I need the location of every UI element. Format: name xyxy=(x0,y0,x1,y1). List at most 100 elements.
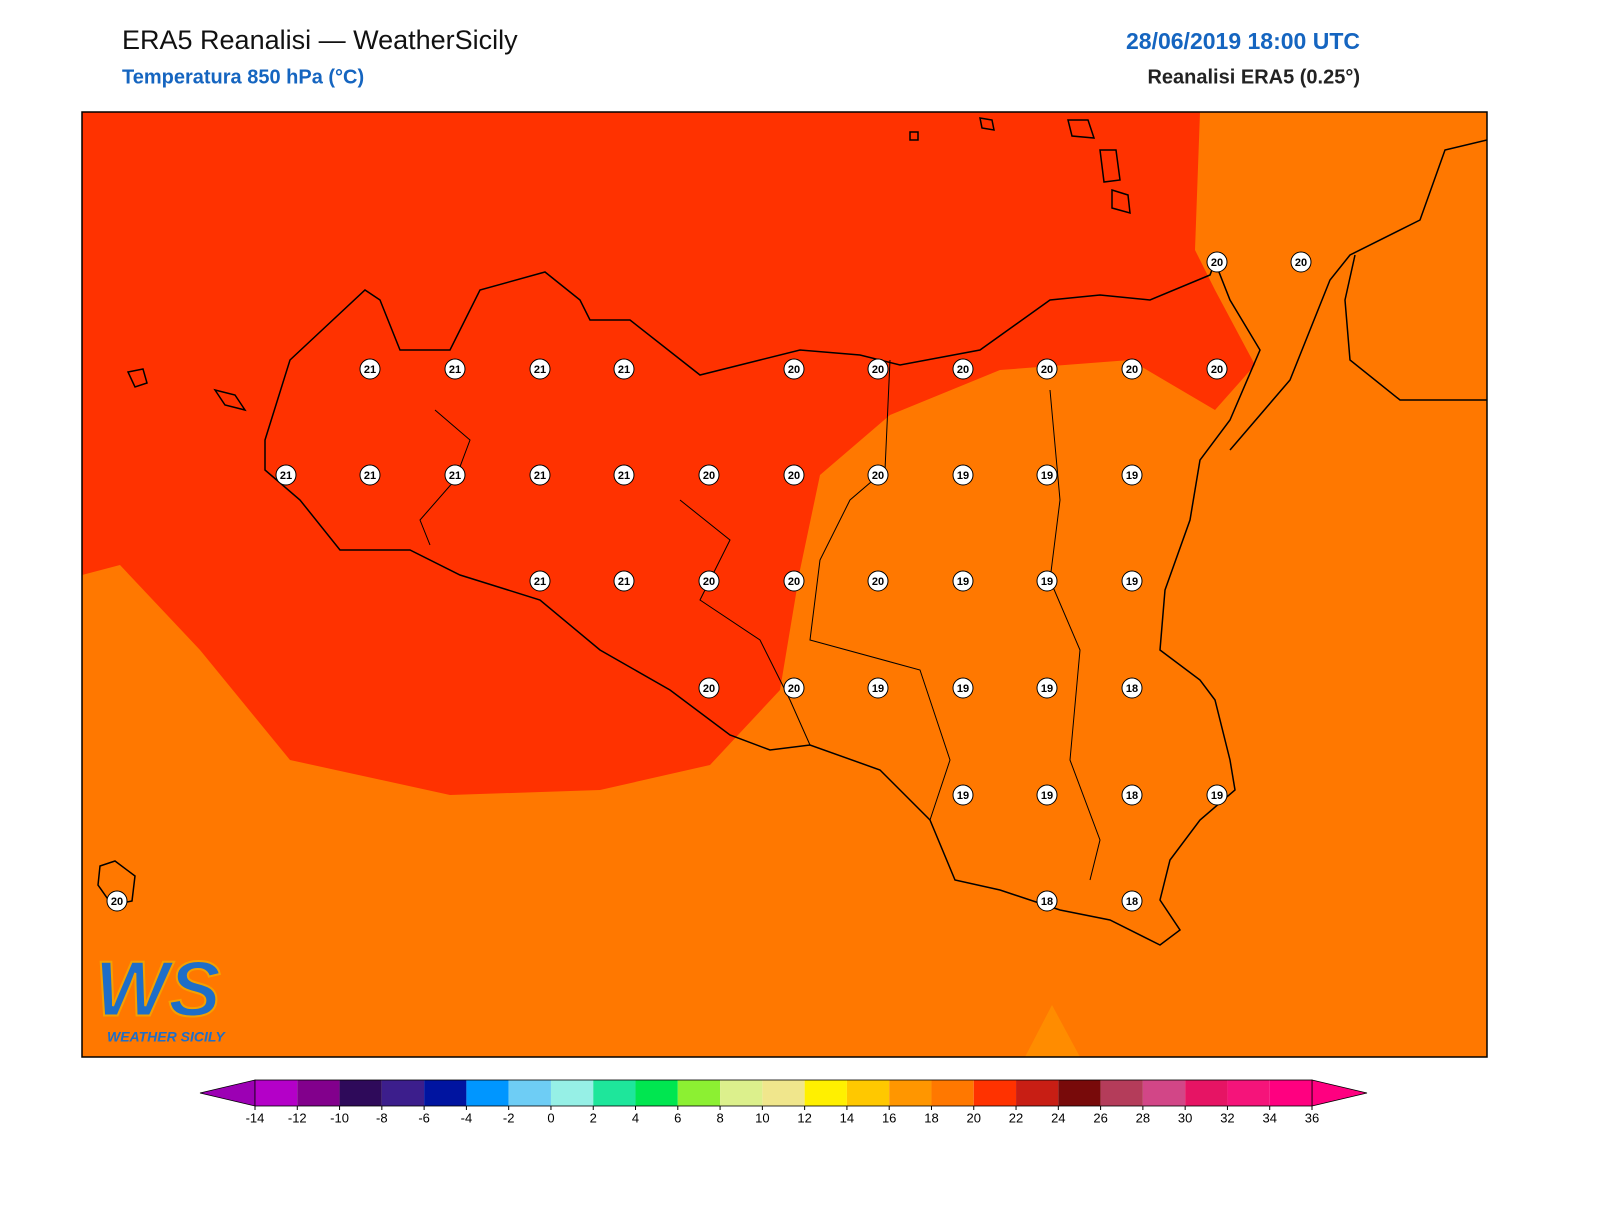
colorbar-bin xyxy=(720,1080,763,1106)
station-value: 19 xyxy=(957,683,969,695)
colorbar: -14 -12 -10 -8 -6 -4 -2 0 2 4 6 8 10 12 14 16 18 20 22 24 26… xyxy=(199,1079,1368,1125)
station-value: 20 xyxy=(1211,364,1223,376)
colorbar-tick-label: 4 xyxy=(632,1110,639,1125)
station-marker xyxy=(952,358,974,380)
colorbar-tick-label: 2 xyxy=(590,1110,597,1125)
colorbar-tick-label: 12 xyxy=(797,1110,811,1125)
colorbar-bin xyxy=(381,1080,425,1106)
station-value: 21 xyxy=(534,576,546,588)
colorbar-tick-label: 14 xyxy=(840,1110,854,1125)
station-marker xyxy=(1121,570,1143,592)
station-value: 19 xyxy=(872,683,884,695)
colorbar-under xyxy=(199,1079,256,1107)
colorbar-bin xyxy=(889,1080,932,1106)
temperature-field-20-22 xyxy=(82,112,1255,795)
colorbar-bin xyxy=(1058,1080,1101,1106)
colorbar-bin xyxy=(1227,1080,1270,1106)
map-frame xyxy=(81,111,1488,1058)
station-marker xyxy=(952,784,974,806)
station-value: 19 xyxy=(1041,790,1053,802)
station-marker xyxy=(1121,358,1143,380)
station-marker xyxy=(1121,784,1143,806)
colorbar-tick-label: 10 xyxy=(755,1110,769,1125)
station-value: 20 xyxy=(788,364,800,376)
station-value: 20 xyxy=(872,470,884,482)
station-value: 21 xyxy=(449,364,461,376)
province-border xyxy=(1049,389,1101,881)
station-value: 21 xyxy=(618,576,630,588)
station-value: 19 xyxy=(1041,470,1053,482)
station-marker xyxy=(1036,570,1058,592)
station-values: 20 20 21 21 21 21 20 20 20 20 20 20 21 21 21 21 21 20 20 20… xyxy=(106,251,1312,912)
station-value: 21 xyxy=(618,470,630,482)
station-marker xyxy=(444,358,466,380)
station-marker xyxy=(106,890,128,912)
station-value: 21 xyxy=(364,364,376,376)
station-marker xyxy=(698,464,720,486)
station-marker xyxy=(529,570,551,592)
station-marker xyxy=(783,464,805,486)
colorbar-tick-label: 24 xyxy=(1051,1110,1065,1125)
colorbar-bin xyxy=(1100,1080,1143,1106)
station-value: 19 xyxy=(957,576,969,588)
station-marker xyxy=(1290,251,1312,273)
station-value: 20 xyxy=(872,364,884,376)
colorbar-bin xyxy=(1185,1080,1228,1106)
station-marker xyxy=(1036,464,1058,486)
station-value: 19 xyxy=(957,790,969,802)
station-marker xyxy=(613,464,635,486)
station-marker xyxy=(1036,358,1058,380)
station-marker xyxy=(1121,464,1143,486)
station-value: 19 xyxy=(1041,683,1053,695)
station-marker xyxy=(1206,358,1228,380)
colorbar-tick-label: 32 xyxy=(1220,1110,1234,1125)
station-marker xyxy=(529,464,551,486)
station-value: 18 xyxy=(1126,896,1138,908)
station-value: 20 xyxy=(1211,257,1223,269)
station-value: 21 xyxy=(618,364,630,376)
islands xyxy=(97,117,1131,906)
colorbar-tick-label: 36 xyxy=(1305,1110,1319,1125)
colorbar-tick-label: -4 xyxy=(461,1110,473,1125)
station-value: 20 xyxy=(703,470,715,482)
station-value: 20 xyxy=(1126,364,1138,376)
station-marker xyxy=(1036,784,1058,806)
colorbar-bin xyxy=(804,1080,847,1106)
station-value: 21 xyxy=(364,470,376,482)
station-value: 20 xyxy=(703,683,715,695)
colorbar-frame xyxy=(254,1079,1313,1107)
colorbar-bin xyxy=(846,1080,890,1106)
station-value: 18 xyxy=(1126,790,1138,802)
title: ERA5 Reanalisi — WeatherSicily xyxy=(122,25,518,55)
colorbar-bin xyxy=(1016,1080,1059,1106)
station-value: 20 xyxy=(957,364,969,376)
station-value: 19 xyxy=(1041,576,1053,588)
station-value: 20 xyxy=(1295,257,1307,269)
station-marker xyxy=(867,358,889,380)
colorbar-bin xyxy=(677,1080,721,1106)
station-marker xyxy=(698,570,720,592)
station-value: 19 xyxy=(1126,470,1138,482)
colorbar-tick-label: 16 xyxy=(882,1110,896,1125)
colorbar-tick-label: -14 xyxy=(246,1110,265,1125)
datetime: 28/06/2019 18:00 UTC xyxy=(1126,28,1360,54)
station-marker xyxy=(275,464,297,486)
station-value: 21 xyxy=(280,470,292,482)
station-marker xyxy=(783,677,805,699)
colorbar-bin xyxy=(297,1080,340,1106)
colorbar-bin xyxy=(593,1080,636,1106)
station-value: 20 xyxy=(111,896,123,908)
colorbar-tick-label: -10 xyxy=(330,1110,349,1125)
colorbar-tick-label: 6 xyxy=(674,1110,681,1125)
station-marker xyxy=(613,570,635,592)
station-marker xyxy=(867,677,889,699)
station-marker xyxy=(1121,677,1143,699)
colorbar-bin xyxy=(1142,1080,1186,1106)
subtitle: Temperatura 850 hPa (°C) xyxy=(122,66,364,88)
colorbar-tick-label: 22 xyxy=(1009,1110,1023,1125)
station-value: 20 xyxy=(788,576,800,588)
colorbar-tick-label: 8 xyxy=(716,1110,723,1125)
station-value: 19 xyxy=(957,470,969,482)
station-value: 18 xyxy=(1041,896,1053,908)
colorbar-bin xyxy=(762,1080,805,1106)
